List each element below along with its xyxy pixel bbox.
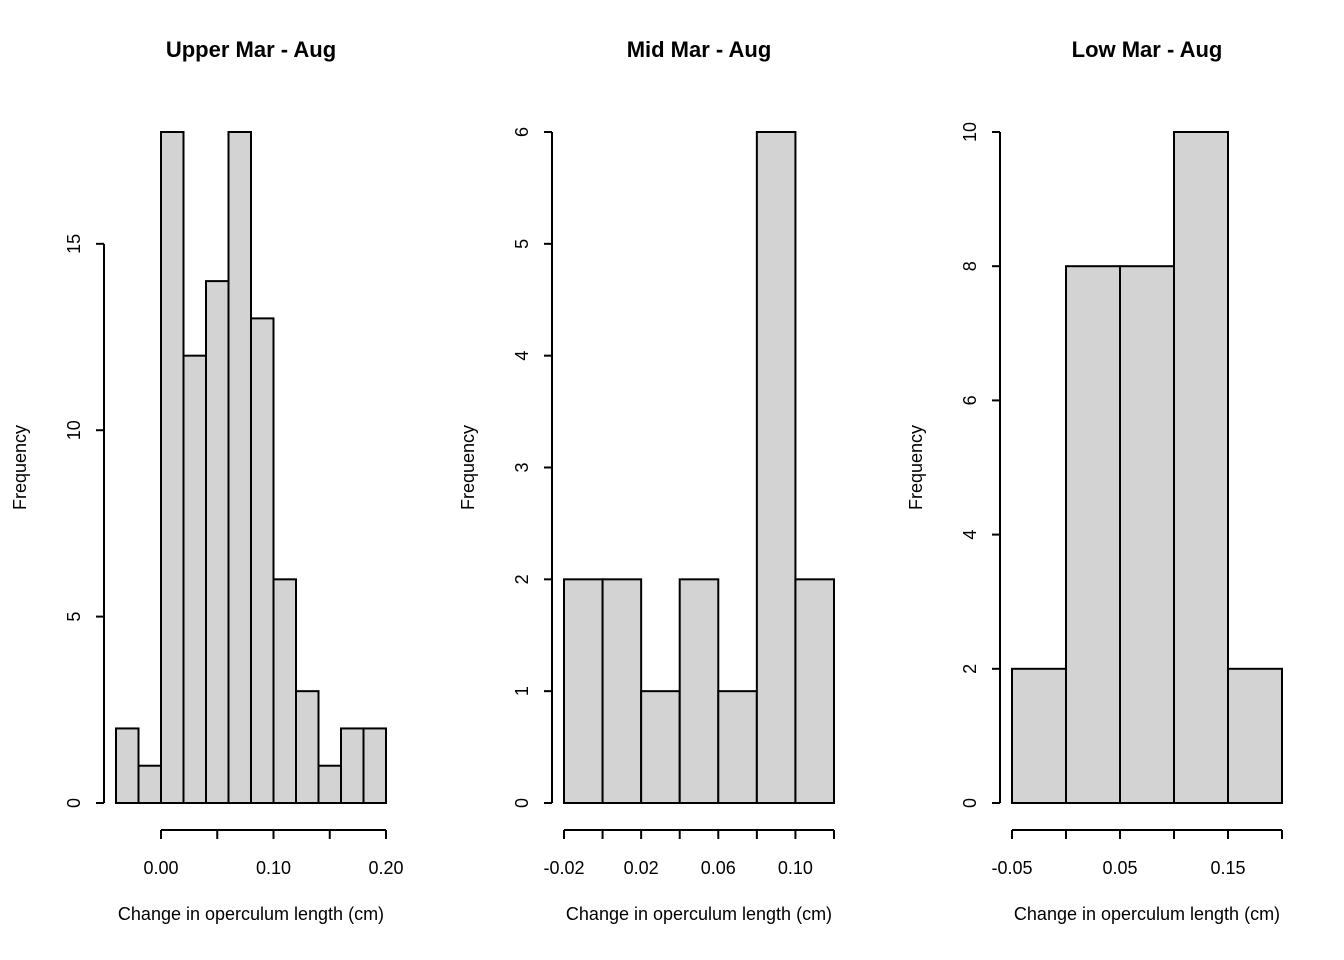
x-tick-label: 0.05 — [1102, 858, 1137, 878]
y-tick-label: 5 — [512, 239, 532, 249]
y-tick-label: 6 — [960, 395, 980, 405]
histogram-bar — [1065, 265, 1121, 804]
x-tick-label: 0.02 — [624, 858, 659, 878]
chart-title: Upper Mar - Aug — [166, 37, 336, 62]
y-tick-label: 8 — [960, 261, 980, 271]
x-axis-label: Change in operculum length (cm) — [566, 904, 832, 924]
x-tick-label: 0.10 — [256, 858, 291, 878]
x-tick-label: 0.00 — [143, 858, 178, 878]
y-axis-label: Frequency — [458, 425, 478, 510]
y-tick-label: 0 — [960, 798, 980, 808]
histogram-bar — [755, 131, 797, 804]
histogram-bar — [1173, 131, 1229, 804]
histogram-bar — [250, 317, 275, 804]
histogram-mid-mar-aug: Mid Mar - Aug -0.02 0.02 0.06 0.10 Change in … — [458, 37, 835, 924]
histogram-bar — [1011, 667, 1067, 804]
histogram-bar — [295, 690, 320, 805]
histogram-bar — [272, 578, 297, 804]
histogram-bar — [137, 764, 162, 805]
histogram-bar — [601, 578, 643, 804]
y-axis-label: Frequency — [10, 425, 30, 510]
x-tick-label: 0.10 — [778, 858, 813, 878]
histogram-bar — [160, 131, 185, 804]
histogram-bar — [340, 727, 365, 805]
x-tick-label: -0.05 — [991, 858, 1032, 878]
histogram-bar — [205, 280, 230, 805]
histogram-bar — [794, 578, 835, 804]
y-tick-label: 2 — [512, 574, 532, 584]
x-tick-label: 0.06 — [701, 858, 736, 878]
histogram-bar — [563, 578, 604, 804]
y-tick-label: 6 — [512, 127, 532, 137]
histogram-low-mar-aug: Low Mar - Aug -0.05 0.05 0.15 Change in oper… — [906, 37, 1283, 924]
y-tick-label: 15 — [64, 234, 84, 254]
histogram-bar — [182, 354, 207, 804]
chart-title: Low Mar - Aug — [1072, 37, 1223, 62]
histogram-bar — [362, 727, 387, 805]
x-tick-label: 0.20 — [368, 858, 403, 878]
x-axis-label: Change in operculum length (cm) — [118, 904, 384, 924]
histogram-upper-mar-aug: Upper Mar - Aug 0.00 0.10 0.20 Change in ope… — [10, 37, 404, 924]
y-tick-label: 0 — [512, 798, 532, 808]
y-tick-label: 10 — [960, 122, 980, 142]
chart-title: Mid Mar - Aug — [627, 37, 772, 62]
y-tick-label: 10 — [64, 420, 84, 440]
histogram-bar — [717, 690, 758, 805]
histogram-bar — [640, 690, 681, 805]
histogram-bar — [678, 578, 720, 804]
y-tick-label: 0 — [64, 798, 84, 808]
histogram-bar — [1119, 265, 1175, 804]
y-tick-label: 1 — [512, 686, 532, 696]
x-tick-label: -0.02 — [543, 858, 584, 878]
x-axis-label: Change in operculum length (cm) — [1014, 904, 1280, 924]
histogram-bar — [115, 727, 140, 805]
y-tick-label: 2 — [960, 664, 980, 674]
y-tick-label: 4 — [512, 351, 532, 361]
y-tick-label: 3 — [512, 462, 532, 472]
histogram-bar — [1227, 667, 1283, 804]
y-tick-label: 5 — [64, 612, 84, 622]
histogram-bar — [317, 764, 342, 805]
y-axis-label: Frequency — [906, 425, 926, 510]
histogram-bar — [227, 131, 252, 804]
x-tick-label: 0.15 — [1210, 858, 1245, 878]
y-tick-label: 4 — [960, 530, 980, 540]
